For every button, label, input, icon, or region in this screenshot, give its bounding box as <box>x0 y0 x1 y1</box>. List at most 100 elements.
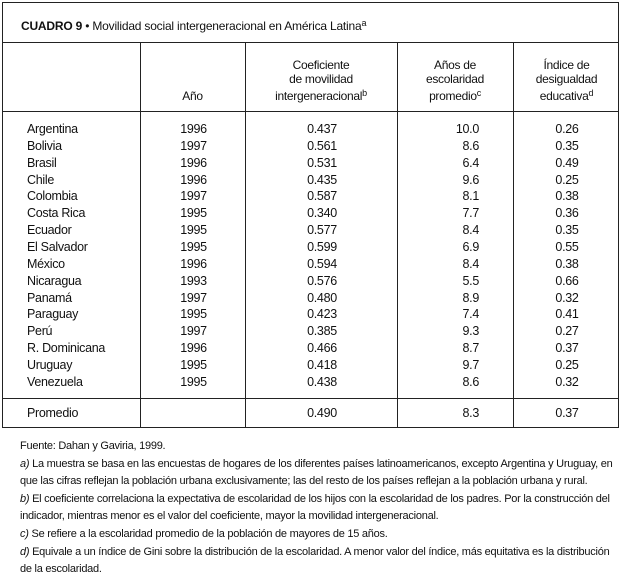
coefficient-cell: 0.480 <box>307 290 337 305</box>
inequality-cell: 0.55 <box>555 239 579 254</box>
country-cell: Costa Rica <box>27 206 86 221</box>
coefficient-cell: 0.466 <box>307 341 337 356</box>
inequality-cell: 0.35 <box>555 138 579 153</box>
table-row: Brasil 1996 0.531 6.4 0.49 <box>3 155 618 172</box>
country-cell: Venezuela <box>27 374 83 389</box>
inequality-cell: 0.25 <box>555 172 579 187</box>
column-header: Índice de desigualdad educativad <box>513 43 620 111</box>
schooling-cell: 9.7 <box>462 357 480 372</box>
inequality-cell: 0.37 <box>555 406 579 420</box>
inequality-cell: 0.32 <box>555 290 579 305</box>
schooling-cell: 7.7 <box>462 206 480 221</box>
schooling-cell: 6.9 <box>462 239 480 254</box>
footnote-ref: b <box>362 88 367 98</box>
average-divider <box>3 398 618 399</box>
year-cell: 1995 <box>180 223 207 238</box>
footnote-text: Se refiere a la escolaridad promedio de … <box>31 527 388 540</box>
coefficient-cell: 0.385 <box>307 324 337 339</box>
year-cell: 1996 <box>180 122 207 136</box>
year-cell: 1996 <box>180 172 207 187</box>
inequality-cell: 0.27 <box>555 324 579 339</box>
schooling-cell: 8.9 <box>462 290 480 305</box>
coefficient-cell: 0.594 <box>307 256 337 271</box>
column-divider <box>245 43 246 427</box>
year-cell: 1993 <box>180 273 207 288</box>
footnote-text: Equivale a un índice de Gini sobre la di… <box>20 545 610 576</box>
table-row: Chile 1996 0.435 9.6 0.25 <box>3 172 618 189</box>
schooling-cell: 10.0 <box>455 122 479 136</box>
inequality-cell: 0.49 <box>555 155 579 170</box>
coefficient-cell: 0.340 <box>307 206 337 221</box>
country-cell: Panamá <box>27 290 72 305</box>
inequality-cell: 0.32 <box>555 374 579 389</box>
schooling-cell: 6.4 <box>462 155 480 170</box>
schooling-cell: 8.4 <box>462 256 480 271</box>
year-cell: 1997 <box>180 290 207 305</box>
country-cell: Perú <box>27 324 53 339</box>
column-header-line: promedioc <box>426 86 484 103</box>
column-header-line: Año <box>182 89 203 103</box>
column-header-line: intergeneracionalb <box>275 86 367 103</box>
year-cell: 1995 <box>180 374 207 389</box>
footnote-key: c) <box>20 527 29 540</box>
inequality-cell: 0.25 <box>555 357 579 372</box>
inequality-cell: 0.37 <box>555 341 579 356</box>
table-row: R. Dominicana 1996 0.466 8.7 0.37 <box>3 340 618 357</box>
schooling-cell: 8.4 <box>462 223 480 238</box>
table-row: Panamá 1997 0.480 8.9 0.32 <box>3 290 618 307</box>
inequality-cell: 0.41 <box>555 307 579 322</box>
country-cell: Uruguay <box>27 357 73 372</box>
country-cell: Nicaragua <box>27 273 82 288</box>
year-cell: 1995 <box>180 357 207 372</box>
schooling-cell: 9.3 <box>462 324 480 339</box>
column-divider <box>397 43 398 427</box>
year-cell: 1996 <box>180 341 207 356</box>
table-row: Nicaragua 1993 0.576 5.5 0.66 <box>3 273 618 290</box>
schooling-cell: 8.7 <box>462 341 480 356</box>
footnote-key: a) <box>20 457 30 470</box>
average-row: Promedio 0.490 8.3 0.37 <box>3 405 618 422</box>
country-cell: R. Dominicana <box>27 341 106 356</box>
table-number: CUADRO 9 <box>21 19 83 33</box>
year-cell: 1997 <box>180 189 207 204</box>
year-cell: 1996 <box>180 256 207 271</box>
footnote-key: b) <box>20 492 30 505</box>
coefficient-cell: 0.576 <box>307 273 337 288</box>
year-cell: 1995 <box>180 206 207 221</box>
country-cell: Ecuador <box>27 223 72 238</box>
footnote-item: c) Se refiere a la escolaridad promedio … <box>20 526 620 544</box>
column-header-line: Índice de <box>543 58 590 72</box>
coefficient-cell: 0.423 <box>307 307 337 322</box>
column-header-line: escolaridad <box>425 72 485 86</box>
coefficient-cell: 0.599 <box>307 239 337 254</box>
column-divider <box>140 43 141 427</box>
country-cell: México <box>27 256 65 271</box>
schooling-cell: 8.1 <box>462 189 480 204</box>
country-cell: Colombia <box>27 189 78 204</box>
country-cell: Brasil <box>27 155 57 170</box>
table-title-text: Movilidad social intergeneracional en Am… <box>92 19 362 33</box>
coefficient-cell: 0.561 <box>307 138 337 153</box>
table-row: Argentina 1996 0.437 10.0 0.26 <box>3 121 618 138</box>
source-note: Fuente: Dahan y Gaviria, 1999. <box>20 440 166 452</box>
column-header-text: intergeneracional <box>275 89 363 103</box>
schooling-cell: 8.6 <box>462 374 480 389</box>
column-header: Años de escolaridad promedioc <box>397 43 513 111</box>
column-divider <box>513 43 514 427</box>
table-frame: CUADRO 9 • Movilidad social intergenerac… <box>2 2 619 428</box>
table-row: Perú 1997 0.385 9.3 0.27 <box>3 323 618 340</box>
schooling-cell: 5.5 <box>462 273 480 288</box>
inequality-cell: 0.38 <box>555 189 579 204</box>
year-cell: 1996 <box>180 155 207 170</box>
column-header: Coeficiente de movilidad intergeneracional… <box>245 43 397 111</box>
footnotes: Fuente: Dahan y Gaviria, 1999. a) La mue… <box>20 438 620 579</box>
table-row: Venezuela 1995 0.438 8.6 0.32 <box>3 374 618 391</box>
coefficient-cell: 0.435 <box>307 172 337 187</box>
bullet-separator: • <box>85 19 90 33</box>
footnote-text: La muestra se basa en las encuestas de h… <box>20 457 613 488</box>
table-row: México 1996 0.594 8.4 0.38 <box>3 256 618 273</box>
country-cell: Chile <box>27 172 54 187</box>
coefficient-cell: 0.418 <box>307 357 337 372</box>
table-row: Costa Rica 1995 0.340 7.7 0.36 <box>3 205 618 222</box>
table-title: CUADRO 9 • Movilidad social intergenerac… <box>3 3 618 43</box>
